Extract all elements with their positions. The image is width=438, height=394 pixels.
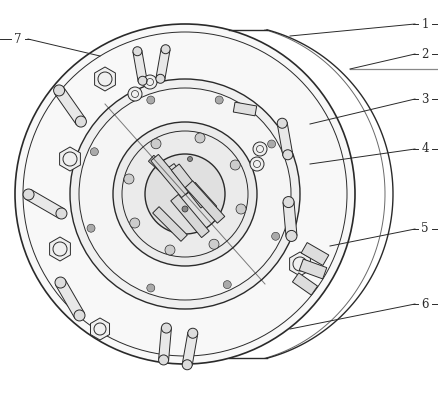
Circle shape	[165, 245, 175, 255]
Polygon shape	[289, 252, 310, 276]
Polygon shape	[152, 207, 187, 241]
Circle shape	[252, 142, 266, 156]
Circle shape	[282, 150, 292, 160]
Polygon shape	[283, 202, 296, 236]
Polygon shape	[60, 147, 80, 171]
Polygon shape	[185, 181, 224, 223]
Circle shape	[283, 197, 293, 208]
Polygon shape	[95, 67, 115, 91]
Circle shape	[182, 206, 187, 212]
Polygon shape	[299, 259, 326, 279]
Circle shape	[87, 224, 95, 232]
Polygon shape	[189, 182, 216, 212]
Polygon shape	[155, 48, 170, 80]
Polygon shape	[292, 273, 317, 295]
Circle shape	[187, 328, 198, 338]
Circle shape	[249, 157, 263, 171]
Polygon shape	[171, 164, 208, 208]
Circle shape	[194, 133, 205, 143]
Circle shape	[145, 154, 225, 234]
Circle shape	[215, 96, 223, 104]
Circle shape	[276, 118, 286, 128]
Polygon shape	[90, 318, 109, 340]
Circle shape	[236, 204, 245, 214]
Circle shape	[146, 284, 155, 292]
Circle shape	[182, 360, 192, 370]
Polygon shape	[150, 154, 189, 198]
Circle shape	[267, 140, 275, 148]
Polygon shape	[133, 50, 147, 82]
Polygon shape	[233, 102, 256, 116]
Text: 7: 7	[14, 32, 22, 45]
Text: 3: 3	[420, 93, 428, 106]
Polygon shape	[182, 333, 197, 366]
Polygon shape	[54, 87, 85, 125]
Circle shape	[161, 45, 170, 54]
Circle shape	[155, 74, 165, 83]
Polygon shape	[300, 243, 328, 266]
Circle shape	[146, 96, 155, 104]
Circle shape	[230, 160, 240, 170]
Circle shape	[223, 281, 231, 289]
Polygon shape	[167, 164, 192, 194]
Circle shape	[70, 79, 299, 309]
Polygon shape	[277, 123, 292, 156]
Polygon shape	[26, 190, 64, 218]
Text: 6: 6	[420, 297, 428, 310]
Circle shape	[271, 232, 279, 240]
Circle shape	[128, 87, 141, 101]
Circle shape	[23, 189, 34, 200]
Polygon shape	[49, 237, 70, 261]
Circle shape	[15, 24, 354, 364]
Circle shape	[56, 208, 67, 219]
Circle shape	[130, 218, 139, 228]
Circle shape	[113, 122, 256, 266]
Circle shape	[138, 76, 147, 85]
Circle shape	[53, 85, 64, 96]
Circle shape	[75, 116, 86, 127]
Circle shape	[74, 310, 85, 321]
Text: 4: 4	[420, 143, 428, 156]
Text: 2: 2	[420, 48, 428, 61]
Circle shape	[208, 239, 219, 249]
Polygon shape	[170, 194, 209, 238]
Text: 1: 1	[420, 17, 428, 30]
Circle shape	[285, 230, 296, 242]
Circle shape	[55, 277, 66, 288]
Circle shape	[187, 156, 192, 162]
Circle shape	[161, 323, 171, 333]
Circle shape	[143, 75, 157, 89]
Polygon shape	[148, 155, 177, 183]
Polygon shape	[56, 280, 84, 318]
Polygon shape	[158, 328, 171, 361]
Text: 5: 5	[420, 223, 428, 236]
Circle shape	[133, 47, 141, 56]
Circle shape	[151, 139, 161, 149]
Circle shape	[79, 88, 290, 300]
Circle shape	[124, 174, 134, 184]
Circle shape	[90, 148, 98, 156]
Circle shape	[158, 355, 168, 365]
